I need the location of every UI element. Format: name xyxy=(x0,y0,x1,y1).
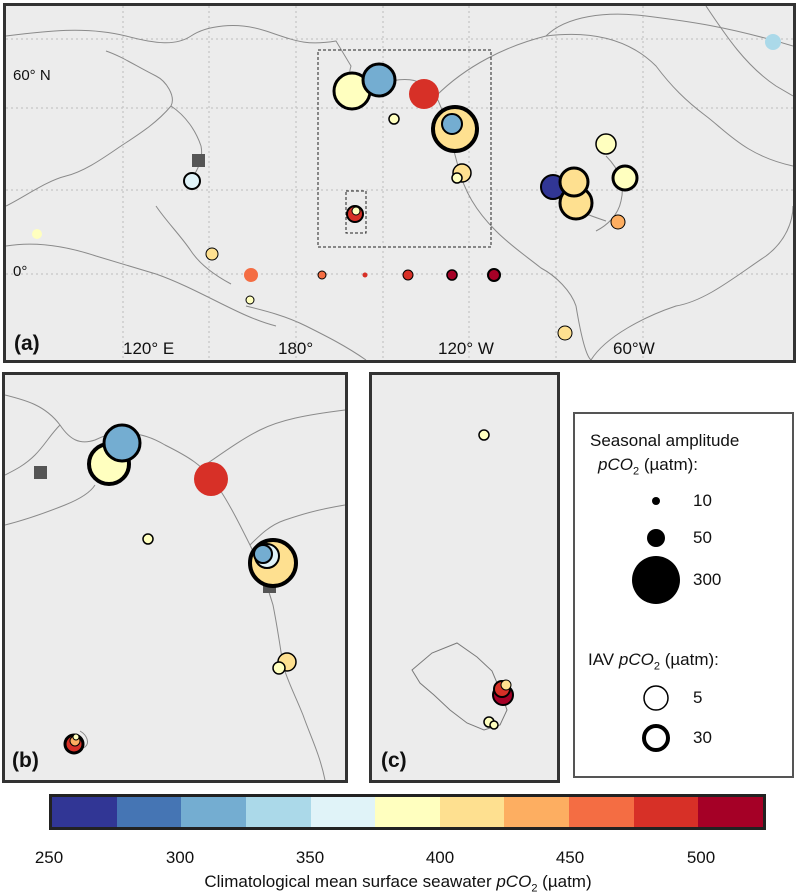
lat-label-equator: 0° xyxy=(13,263,28,280)
size-value-300: 300 xyxy=(693,570,722,589)
lat-label-60n: 60° N xyxy=(13,67,51,84)
colorbar-segment xyxy=(52,797,117,827)
panel-a-global-map: 60° N 0° (a) 120° E 180° 120° W 60°W xyxy=(3,3,796,363)
colorbar-segment xyxy=(633,797,699,827)
panel-b-inset-map: (b) xyxy=(2,372,348,783)
lon-label-120e: 120° E xyxy=(123,339,175,358)
colorbar xyxy=(49,794,766,830)
colorbar-segment xyxy=(569,797,634,827)
size-value-50: 50 xyxy=(693,528,712,547)
station-circles xyxy=(32,34,781,341)
lon-label-180: 180° xyxy=(278,339,314,358)
oahu-coastline xyxy=(411,642,508,731)
cbar-tick-250: 250 xyxy=(34,848,64,867)
panel-b-svg xyxy=(5,394,345,780)
coastlines xyxy=(6,6,793,360)
colorbar-segment xyxy=(375,797,440,827)
panel-label-c: (c) xyxy=(381,749,407,772)
panel-b-coastlines xyxy=(5,394,345,780)
iav-symbol-30 xyxy=(642,724,670,752)
colorbar-title: Climatological mean surface seawater pCO… xyxy=(204,872,592,894)
size-symbol-50 xyxy=(647,529,665,547)
legend-symbols xyxy=(632,497,680,752)
legend-title-line1: Seasonal amplitude xyxy=(590,431,740,450)
panel-a-svg xyxy=(6,6,793,360)
legend-title-line2: pCO2 (µatm): xyxy=(598,455,698,478)
panel-b-station-circles xyxy=(63,423,298,755)
colorbar-segment xyxy=(181,797,246,827)
size-value-10: 10 xyxy=(693,491,712,510)
colorbar-segment xyxy=(245,797,311,827)
cbar-tick-350: 350 xyxy=(295,848,325,867)
iav-value-30: 30 xyxy=(693,728,712,747)
inset-box-b xyxy=(317,49,492,248)
cbar-tick-300: 300 xyxy=(165,848,195,867)
panel-c-inset-map: (c) xyxy=(369,372,560,783)
panel-label-b: (b) xyxy=(12,749,39,772)
iav-title: IAV pCO2 (µatm): xyxy=(588,650,719,673)
cbar-tick-450: 450 xyxy=(555,848,585,867)
size-symbol-10 xyxy=(652,497,660,505)
colorbar-segment xyxy=(116,797,182,827)
colorbar-segment xyxy=(504,797,570,827)
legend: Seasonal amplitude pCO2 (µatm): 10 50 30… xyxy=(573,412,794,778)
lon-label-60w: 60°W xyxy=(613,339,655,358)
colorbar-segment xyxy=(698,797,764,827)
square-marker xyxy=(34,466,47,479)
cbar-tick-400: 400 xyxy=(425,848,455,867)
cbar-tick-500: 500 xyxy=(686,848,716,867)
panel-c-station-circles xyxy=(478,429,514,730)
colorbar-segment xyxy=(310,797,376,827)
size-symbol-300 xyxy=(632,556,680,604)
iav-symbol-5 xyxy=(643,685,669,711)
inset-box-c xyxy=(345,190,367,234)
iav-value-5: 5 xyxy=(693,688,703,707)
panel-label-a: (a) xyxy=(14,332,40,355)
lon-label-120w: 120° W xyxy=(438,339,494,358)
colorbar-segment xyxy=(439,797,505,827)
panel-c-svg xyxy=(411,429,514,731)
